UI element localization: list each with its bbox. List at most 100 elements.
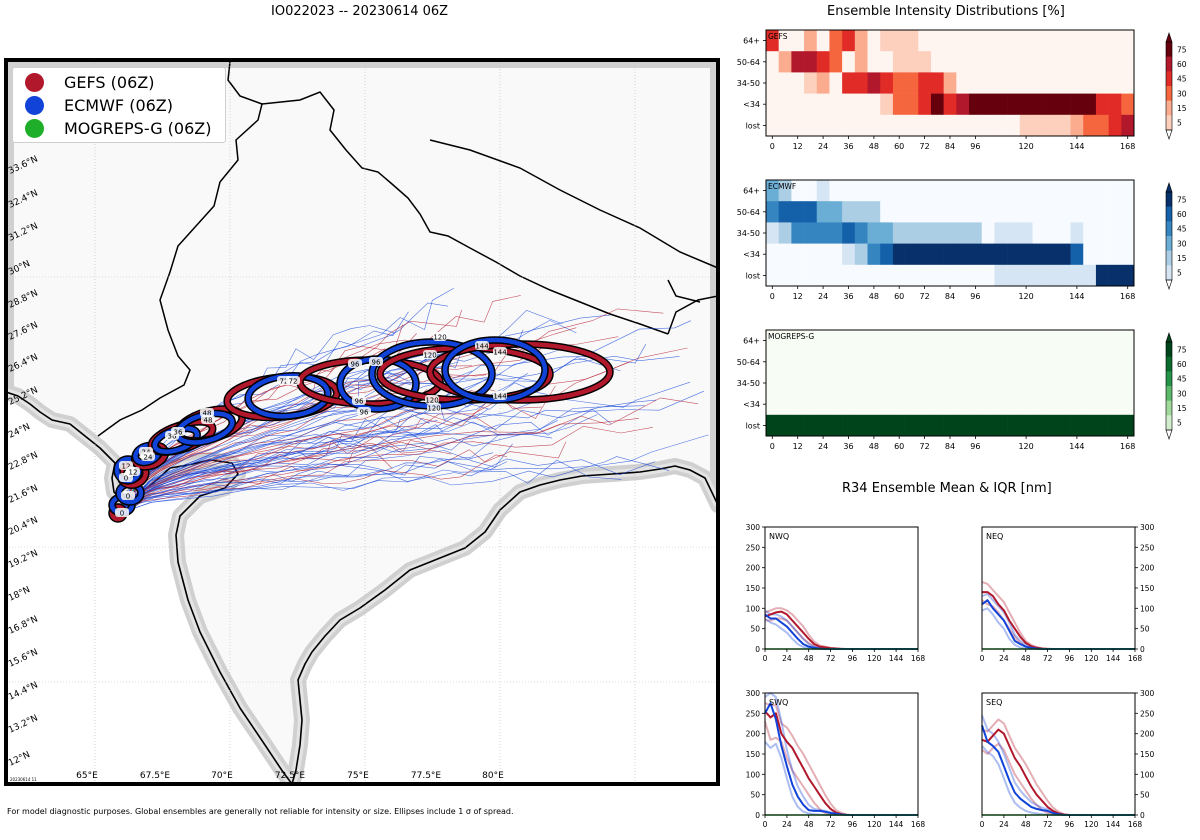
heat-cell	[816, 93, 830, 116]
hour-label: 120	[433, 332, 447, 342]
hour-label-bg	[201, 415, 215, 424]
y-tick-label: 0	[755, 645, 760, 654]
heat-cell	[880, 51, 894, 73]
heat-cell	[930, 114, 944, 137]
heat-cell	[1095, 330, 1109, 352]
heat-cell	[892, 393, 906, 416]
heat-cell	[956, 72, 970, 94]
hour-label: 120	[425, 395, 439, 405]
heat-cell	[1032, 114, 1046, 137]
heat-cell	[791, 72, 805, 94]
heat-cell	[1083, 222, 1097, 244]
heat-cell	[981, 222, 995, 244]
heat-cell	[854, 51, 868, 73]
heat-cell	[1095, 243, 1109, 266]
heat-cell	[905, 93, 919, 116]
heat-cell	[1032, 72, 1046, 94]
heat-cell	[1121, 72, 1135, 94]
hour-label: 96	[369, 357, 383, 367]
heat-cell	[892, 51, 906, 73]
colorbar-segment	[1166, 356, 1172, 372]
heat-cell	[918, 180, 932, 202]
hour-label-text: 72	[280, 378, 289, 386]
heat-cell	[1083, 243, 1097, 266]
heat-cell	[778, 201, 792, 223]
heat-cell	[1057, 180, 1071, 202]
x-tick-label: 168	[1128, 654, 1143, 663]
heat-cell	[1083, 414, 1097, 437]
colorbar-bottom-arrow	[1165, 429, 1173, 440]
heat-cell	[1070, 414, 1084, 437]
border-west	[97, 61, 263, 437]
heat-cell	[943, 201, 957, 223]
heat-cell	[816, 243, 830, 266]
heat-cell	[1108, 114, 1122, 137]
hour-label-bg	[126, 467, 140, 476]
track-map: 0001212242436364848727296969696120120120…	[4, 58, 720, 786]
x-tick-label: 168	[911, 820, 926, 829]
heat-cell	[1083, 30, 1097, 52]
legend-label: ECMWF (06Z)	[64, 95, 173, 115]
heat-cell	[905, 180, 919, 202]
ellipse-spread	[442, 337, 548, 403]
heat-cell	[1032, 393, 1046, 416]
heat-cell	[854, 72, 868, 94]
heat-cell	[930, 93, 944, 116]
heat-cell	[892, 222, 906, 244]
heat-cell	[1121, 351, 1135, 373]
heat-cell	[943, 393, 957, 416]
heat-cell	[880, 30, 894, 52]
heat-cell	[918, 351, 932, 373]
heat-cell	[880, 414, 894, 437]
heat-cell	[1019, 414, 1033, 437]
hour-label-text: 120	[433, 334, 446, 342]
member-track	[122, 405, 645, 508]
hour-label-text: 120	[425, 397, 438, 405]
heat-cell	[892, 93, 906, 116]
heat-cell	[854, 93, 868, 116]
r34-title: R34 Ensemble Mean & IQR [nm]	[842, 481, 1052, 496]
row-label: lost	[746, 421, 760, 430]
y-tick-label: 0	[755, 811, 760, 820]
heat-cell	[956, 51, 970, 73]
heat-cell	[969, 72, 983, 94]
heat-cell	[969, 372, 983, 394]
heat-cell	[1108, 393, 1122, 416]
x-tick-label: 24	[818, 442, 828, 451]
heat-cell	[918, 372, 932, 394]
heat-cell	[943, 30, 957, 52]
heat-cell	[994, 264, 1008, 287]
heat-cell	[969, 243, 983, 266]
heat-cell	[816, 222, 830, 244]
heat-cell	[994, 243, 1008, 266]
heat-cell	[905, 264, 919, 287]
heat-cell	[943, 351, 957, 373]
hour-label-bg	[171, 427, 185, 436]
x-tick-label: 0	[763, 820, 768, 829]
hour-label-text: 96	[355, 398, 364, 406]
x-tick-label: 0	[770, 292, 775, 301]
heat-cell	[867, 264, 881, 287]
heat-cell	[1070, 180, 1084, 202]
x-tick-label: 84	[945, 442, 955, 451]
heat-cell	[1045, 93, 1059, 116]
hour-label-bg	[433, 332, 447, 341]
colorbar-label: 75	[1177, 195, 1187, 204]
heat-cell	[867, 393, 881, 416]
hour-label-bg	[427, 403, 441, 412]
heat-cell	[842, 264, 856, 287]
row-label: 50-64	[737, 208, 760, 217]
heat-cell	[880, 93, 894, 116]
member-track	[121, 390, 704, 507]
y-tick-label: 200	[746, 564, 761, 573]
heat-cell	[867, 372, 881, 394]
heat-cell	[1083, 264, 1097, 287]
heatmap-ecmwf: ECMWF 64+ 50-64 34-50 <34 lost 0 12 24 36 48 60 72 84…	[737, 179, 1187, 301]
heat-cell	[1045, 393, 1059, 416]
hour-label-bg	[369, 357, 383, 366]
heat-cell	[766, 180, 779, 202]
hour-label: 0	[115, 508, 129, 518]
heat-cell	[1019, 93, 1033, 116]
y-tick-label: 100	[1140, 604, 1155, 613]
heat-cell	[1121, 180, 1135, 202]
